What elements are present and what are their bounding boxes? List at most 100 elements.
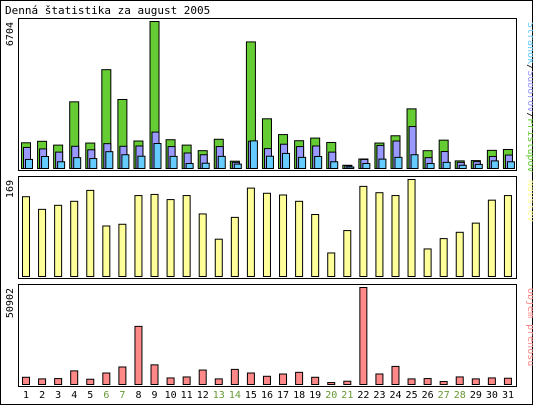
bar-pages-day-28 — [458, 164, 467, 170]
bar-visits-day-21 — [343, 230, 352, 277]
bar-pages-day-16 — [265, 155, 274, 169]
bar-visits-day-26 — [423, 248, 432, 278]
bar-pages-day-6 — [105, 151, 114, 170]
legend-item-hits-pages-files-3: / — [525, 112, 533, 118]
bar-visits-day-6 — [102, 225, 111, 277]
legend-item-hits-pages-files-0: Stránok — [525, 22, 533, 64]
bar-pages-day-30 — [490, 160, 499, 170]
bar-pages-day-29 — [474, 163, 483, 169]
bar-pages-day-5 — [89, 158, 98, 169]
day-label-22: 22 — [357, 390, 369, 401]
bar-visits-day-23 — [375, 192, 384, 277]
bar-visits-day-2 — [38, 208, 47, 278]
legend-item-volume-0: Objem prenosu — [525, 288, 533, 366]
bar-visits-day-15 — [246, 187, 255, 277]
bar-visits-day-5 — [86, 189, 95, 277]
day-label-23: 23 — [373, 390, 385, 401]
bar-pages-day-20 — [330, 161, 339, 169]
bar-volume-day-19 — [311, 376, 320, 385]
bar-visits-day-16 — [262, 192, 271, 277]
bar-visits-day-28 — [455, 231, 464, 277]
bar-visits-day-24 — [391, 195, 400, 277]
day-label-21: 21 — [341, 390, 353, 401]
bar-volume-day-14 — [230, 368, 239, 386]
bar-volume-day-20 — [327, 382, 336, 385]
panel-frame-visits — [18, 176, 517, 279]
bar-pages-day-12 — [201, 162, 210, 170]
bar-visits-day-30 — [487, 199, 496, 277]
bar-pages-day-3 — [57, 161, 66, 169]
y-max-label-volume: 50902 — [5, 288, 16, 318]
bar-visits-day-22 — [359, 185, 368, 277]
legend-item-hits-pages-files-1: / — [525, 64, 533, 70]
bar-visits-day-19 — [311, 214, 320, 278]
bar-pages-day-1 — [25, 158, 33, 169]
bar-volume-day-8 — [134, 325, 143, 386]
day-label-16: 16 — [261, 390, 273, 401]
bar-volume-day-25 — [407, 378, 416, 385]
day-label-6: 6 — [103, 390, 109, 401]
day-label-7: 7 — [119, 390, 125, 401]
bar-visits-day-29 — [471, 222, 480, 278]
bar-pages-day-4 — [73, 157, 82, 169]
bar-volume-day-10 — [166, 377, 175, 386]
bar-volume-day-23 — [375, 373, 384, 385]
bar-volume-day-9 — [150, 364, 159, 385]
bar-pages-day-11 — [185, 163, 194, 169]
day-label-17: 17 — [277, 390, 289, 401]
bar-pages-day-14 — [233, 163, 242, 170]
bar-pages-day-18 — [298, 156, 307, 169]
bar-volume-day-28 — [455, 376, 464, 386]
legend-hits-pages-files: Stránok/Súborov/Prístupov — [525, 22, 533, 173]
day-label-10: 10 — [165, 390, 177, 401]
bar-visits-day-17 — [279, 194, 288, 277]
bar-volume-day-15 — [246, 372, 255, 385]
bar-pages-day-9 — [153, 143, 162, 170]
bar-volume-day-2 — [38, 378, 47, 385]
bar-pages-day-21 — [346, 166, 355, 170]
day-label-19: 19 — [309, 390, 321, 401]
bar-visits-day-3 — [54, 204, 63, 277]
day-label-11: 11 — [181, 390, 193, 401]
legend-item-hits-pages-files-4: Prístupov — [525, 118, 533, 172]
panel-frame-hits-pages-files — [18, 18, 517, 171]
day-label-9: 9 — [152, 390, 158, 401]
bar-visits-day-1 — [22, 196, 30, 277]
legend-item-hits-pages-files-2: Súborov — [525, 70, 533, 112]
bar-volume-day-22 — [359, 287, 368, 385]
bar-visits-day-11 — [182, 195, 191, 277]
bar-pages-day-10 — [169, 155, 178, 169]
bar-visits-day-12 — [198, 213, 207, 277]
bar-visits-day-13 — [214, 238, 223, 277]
day-label-13: 13 — [213, 390, 225, 401]
bar-visits-day-27 — [439, 238, 448, 278]
day-label-14: 14 — [229, 390, 241, 401]
bar-visits-day-18 — [295, 200, 304, 277]
day-label-8: 8 — [135, 390, 141, 401]
legend-visits: Návštev — [525, 180, 533, 222]
bar-pages-day-2 — [41, 156, 50, 169]
day-label-30: 30 — [486, 390, 498, 401]
bar-volume-day-7 — [118, 366, 127, 386]
bar-pages-day-8 — [137, 155, 146, 169]
legend-item-visits-0: Návštev — [525, 180, 533, 222]
bar-volume-day-5 — [86, 378, 95, 386]
bar-volume-day-18 — [295, 371, 304, 386]
bar-visits-day-31 — [503, 195, 512, 277]
bar-pages-day-15 — [249, 140, 258, 170]
bar-visits-day-14 — [230, 216, 239, 277]
bar-volume-day-24 — [391, 365, 400, 386]
legend-volume: Objem prenosu — [525, 288, 533, 366]
bar-volume-day-13 — [214, 378, 223, 385]
day-label-28: 28 — [454, 390, 466, 401]
bar-volume-day-21 — [343, 380, 352, 385]
bar-visits-day-8 — [134, 195, 143, 277]
day-label-15: 15 — [245, 390, 257, 401]
bar-pages-day-22 — [362, 163, 371, 169]
bar-volume-day-31 — [503, 377, 512, 386]
day-label-3: 3 — [55, 390, 61, 401]
day-label-12: 12 — [197, 390, 209, 401]
bar-volume-day-12 — [198, 369, 207, 386]
bar-pages-day-19 — [314, 156, 323, 169]
